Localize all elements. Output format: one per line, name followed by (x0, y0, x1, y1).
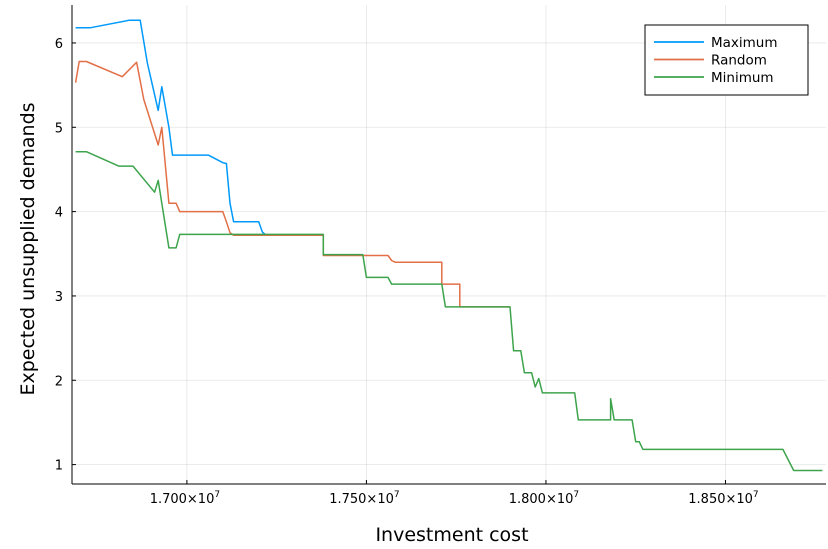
x-tick-label: 1.800×107 (509, 490, 579, 507)
y-axis-title: Expected unsupplied demands (17, 102, 39, 395)
y-tick-label: 2 (55, 374, 63, 389)
x-axis-title: Investment cost (375, 524, 528, 546)
x-tick-label: 1.750×107 (329, 490, 399, 507)
series-lines (74, 19, 823, 472)
legend-label-minimum: Minimum (711, 70, 774, 86)
y-tick-label: 3 (55, 290, 63, 305)
legend-label-random: Random (711, 53, 767, 69)
x-tick-label: 1.850×107 (688, 490, 758, 507)
series-line-maximum (75, 19, 324, 236)
legend-label-maximum: Maximum (711, 35, 778, 51)
axes (71, 5, 826, 485)
tick-labels: 1.700×107 1.750×107 1.800×107 1.850×107 1 2 3 4… (55, 37, 759, 507)
y-tick-label: 4 (55, 206, 63, 221)
series-line-random (74, 60, 510, 308)
x-tick-label: 1.700×107 (150, 490, 220, 507)
y-tick-label: 6 (55, 37, 63, 52)
y-tick-label: 1 (55, 459, 63, 474)
series-line-minimum (75, 150, 823, 472)
y-tick-label: 5 (55, 121, 63, 136)
